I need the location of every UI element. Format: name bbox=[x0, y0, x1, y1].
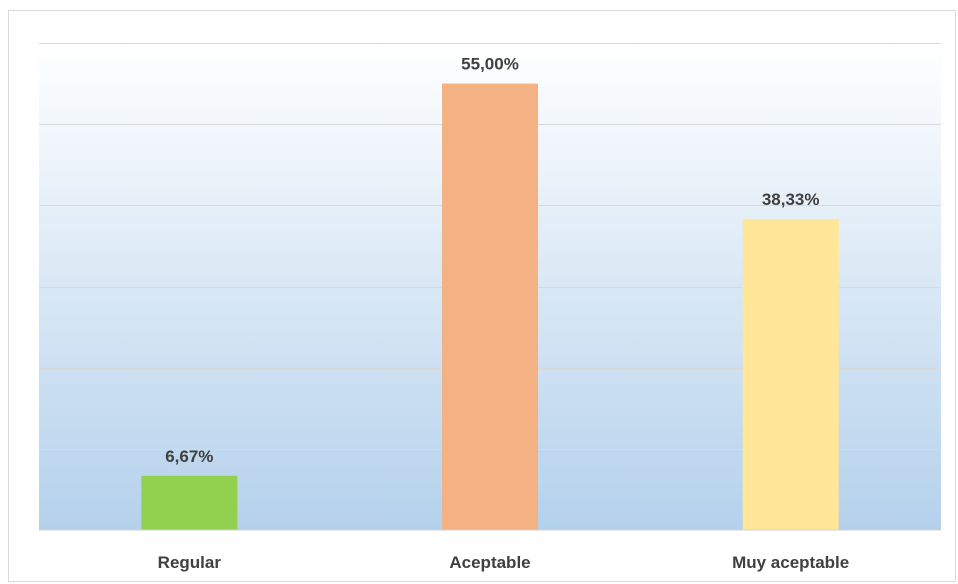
x-tick-label: Muy aceptable bbox=[732, 553, 849, 572]
data-label: 6,67% bbox=[165, 447, 213, 466]
data-labels: 6,67% 55,00% 38,33% bbox=[165, 55, 819, 466]
chart-frame: 6,67% 55,00% 38,33% Regular Aceptable Muy ac… bbox=[8, 10, 956, 582]
bars bbox=[141, 83, 839, 530]
x-tick-labels: Regular Aceptable Muy aceptable bbox=[158, 553, 850, 572]
bar-regular bbox=[141, 475, 238, 530]
x-tick-label: Aceptable bbox=[449, 553, 530, 572]
data-label: 38,33% bbox=[762, 190, 820, 209]
data-label: 55,00% bbox=[461, 55, 519, 74]
x-tick-label: Regular bbox=[158, 553, 222, 572]
bar-muy-aceptable bbox=[742, 218, 839, 530]
bar-chart: 6,67% 55,00% 38,33% Regular Aceptable Muy ac… bbox=[39, 43, 941, 572]
bar-aceptable bbox=[442, 83, 538, 530]
